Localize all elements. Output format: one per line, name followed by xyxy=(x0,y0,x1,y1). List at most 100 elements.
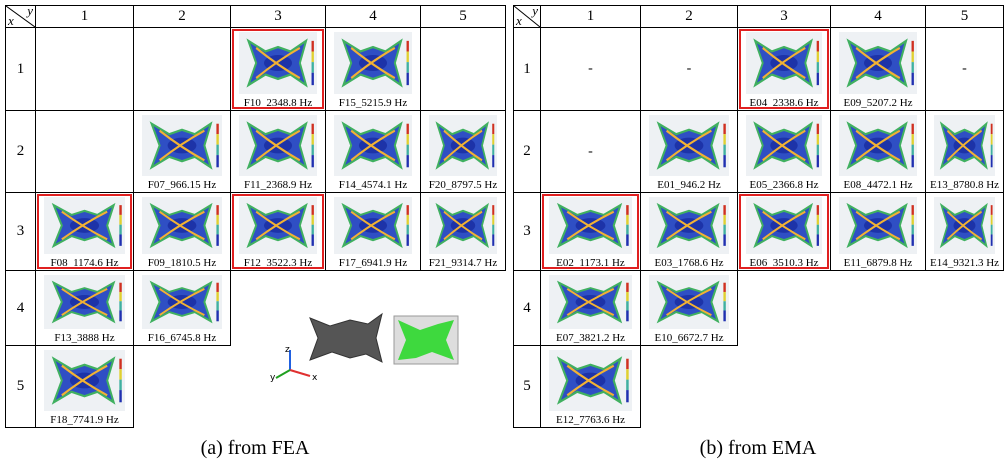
column-header: 5 xyxy=(925,5,1004,28)
mode-shape xyxy=(839,32,917,94)
table-cell: E01_946.2 Hz xyxy=(640,110,738,193)
mode-image xyxy=(334,115,412,176)
mode-image xyxy=(142,115,222,176)
mode-shape xyxy=(649,275,729,329)
mode-label: E12_7763.6 Hz xyxy=(541,414,640,426)
table-cell: E09_5207.2 Hz xyxy=(830,27,926,111)
mode-shape xyxy=(142,275,222,329)
mode-image xyxy=(839,32,917,94)
mode-label: E05_2366.8 Hz xyxy=(738,179,830,191)
mode-label: F16_6745.8 Hz xyxy=(134,332,230,344)
axis-label: x xyxy=(312,373,318,383)
table-cell xyxy=(420,27,506,111)
table-cell: E12_7763.6 Hz xyxy=(540,345,641,428)
table-cell: - xyxy=(925,27,1004,111)
column-header: 1 xyxy=(35,5,134,28)
axis-label: y xyxy=(270,373,276,383)
highlight-frame xyxy=(37,194,132,269)
mode-label: F07_966.15 Hz xyxy=(134,179,230,191)
column-header: 5 xyxy=(420,5,506,28)
mode-image xyxy=(549,350,632,411)
row-header: 3 xyxy=(5,192,36,271)
mode-label: F20_8797.5 Hz xyxy=(421,179,505,191)
empty-mark: - xyxy=(541,61,640,77)
row-header: 1 xyxy=(513,27,541,111)
mode-image xyxy=(934,197,995,254)
mode-image xyxy=(649,197,729,254)
table-cell: F21_9314.7 Hz xyxy=(420,192,506,271)
column-header: 3 xyxy=(737,5,831,28)
mode-label: F21_9314.7 Hz xyxy=(421,257,505,269)
mode-image xyxy=(429,115,497,176)
table-cell: F12_3522.3 Hz xyxy=(230,192,326,271)
row-header: 4 xyxy=(5,270,36,346)
table-cell: F08_1174.6 Hz xyxy=(35,192,134,271)
mode-image xyxy=(334,197,412,254)
mode-image xyxy=(746,115,822,176)
highlight-frame xyxy=(232,194,324,269)
row-header: 3 xyxy=(513,192,541,271)
axis-label: z xyxy=(285,345,290,355)
mode-image xyxy=(649,275,729,329)
mode-label: F18_7741.9 Hz xyxy=(36,414,133,426)
mode-label: F13_3888 Hz xyxy=(36,332,133,344)
mode-shape xyxy=(142,197,222,254)
row-header: 5 xyxy=(513,345,541,428)
mode-label: F17_6941.9 Hz xyxy=(326,257,420,269)
mode-shape xyxy=(44,350,125,411)
mode-image xyxy=(44,275,125,329)
table-cell: E10_6672.7 Hz xyxy=(640,270,738,346)
highlight-frame xyxy=(739,29,829,109)
table-cell: E11_6879.8 Hz xyxy=(830,192,926,271)
row-header: 2 xyxy=(5,110,36,193)
page: z y x (() => { const data = JSON.parse(d… xyxy=(0,0,1006,465)
table-cell: - xyxy=(540,27,641,111)
table-cell: E05_2366.8 Hz xyxy=(737,110,831,193)
mode-shape xyxy=(649,197,729,254)
mode-shape xyxy=(44,275,125,329)
mode-shape xyxy=(334,32,412,94)
table-cell: F15_5215.9 Hz xyxy=(325,27,421,111)
mode-shape xyxy=(934,115,995,176)
corner-y: y xyxy=(27,3,33,19)
mode-shape xyxy=(649,115,729,176)
mode-image xyxy=(839,197,917,254)
mode-shape xyxy=(334,197,412,254)
caption: (a) from FEA xyxy=(105,437,405,460)
table-cell: F09_1810.5 Hz xyxy=(133,192,231,271)
mode-label: E01_946.2 Hz xyxy=(641,179,737,191)
mode-label: E11_6879.8 Hz xyxy=(831,257,925,269)
mode-image xyxy=(142,275,222,329)
table-cell: F13_3888 Hz xyxy=(35,270,134,346)
caption: (b) from EMA xyxy=(608,437,908,460)
table-cell: E04_2338.6 Hz xyxy=(737,27,831,111)
mode-shape xyxy=(934,197,995,254)
mode-label: E13_8780.8 Hz xyxy=(926,179,1003,191)
highlight-frame xyxy=(739,194,829,269)
column-header: 1 xyxy=(540,5,641,28)
mode-shape xyxy=(429,115,497,176)
mode-shape xyxy=(746,115,822,176)
mode-label: E09_5207.2 Hz xyxy=(831,97,925,109)
table-cell xyxy=(35,110,134,193)
table-cell: E06_3510.3 Hz xyxy=(737,192,831,271)
mode-label: E10_6672.7 Hz xyxy=(641,332,737,344)
highlight-frame xyxy=(232,29,324,109)
mode-label: E07_3821.2 Hz xyxy=(541,332,640,344)
column-header: 4 xyxy=(325,5,421,28)
table-cell: E02_1173.1 Hz xyxy=(540,192,641,271)
row-header: 1 xyxy=(5,27,36,111)
row-header: 2 xyxy=(513,110,541,193)
highlight-frame xyxy=(542,194,639,269)
mode-shape xyxy=(549,350,632,411)
mode-label: F14_4574.1 Hz xyxy=(326,179,420,191)
mode-shape xyxy=(142,115,222,176)
table-cell: - xyxy=(640,27,738,111)
mode-label: F09_1810.5 Hz xyxy=(134,257,230,269)
table-cell: F11_2368.9 Hz xyxy=(230,110,326,193)
inset-figure: z y x xyxy=(270,300,510,400)
mode-image xyxy=(839,115,917,176)
table-cell: F20_8797.5 Hz xyxy=(420,110,506,193)
corner-y: y xyxy=(532,3,538,19)
